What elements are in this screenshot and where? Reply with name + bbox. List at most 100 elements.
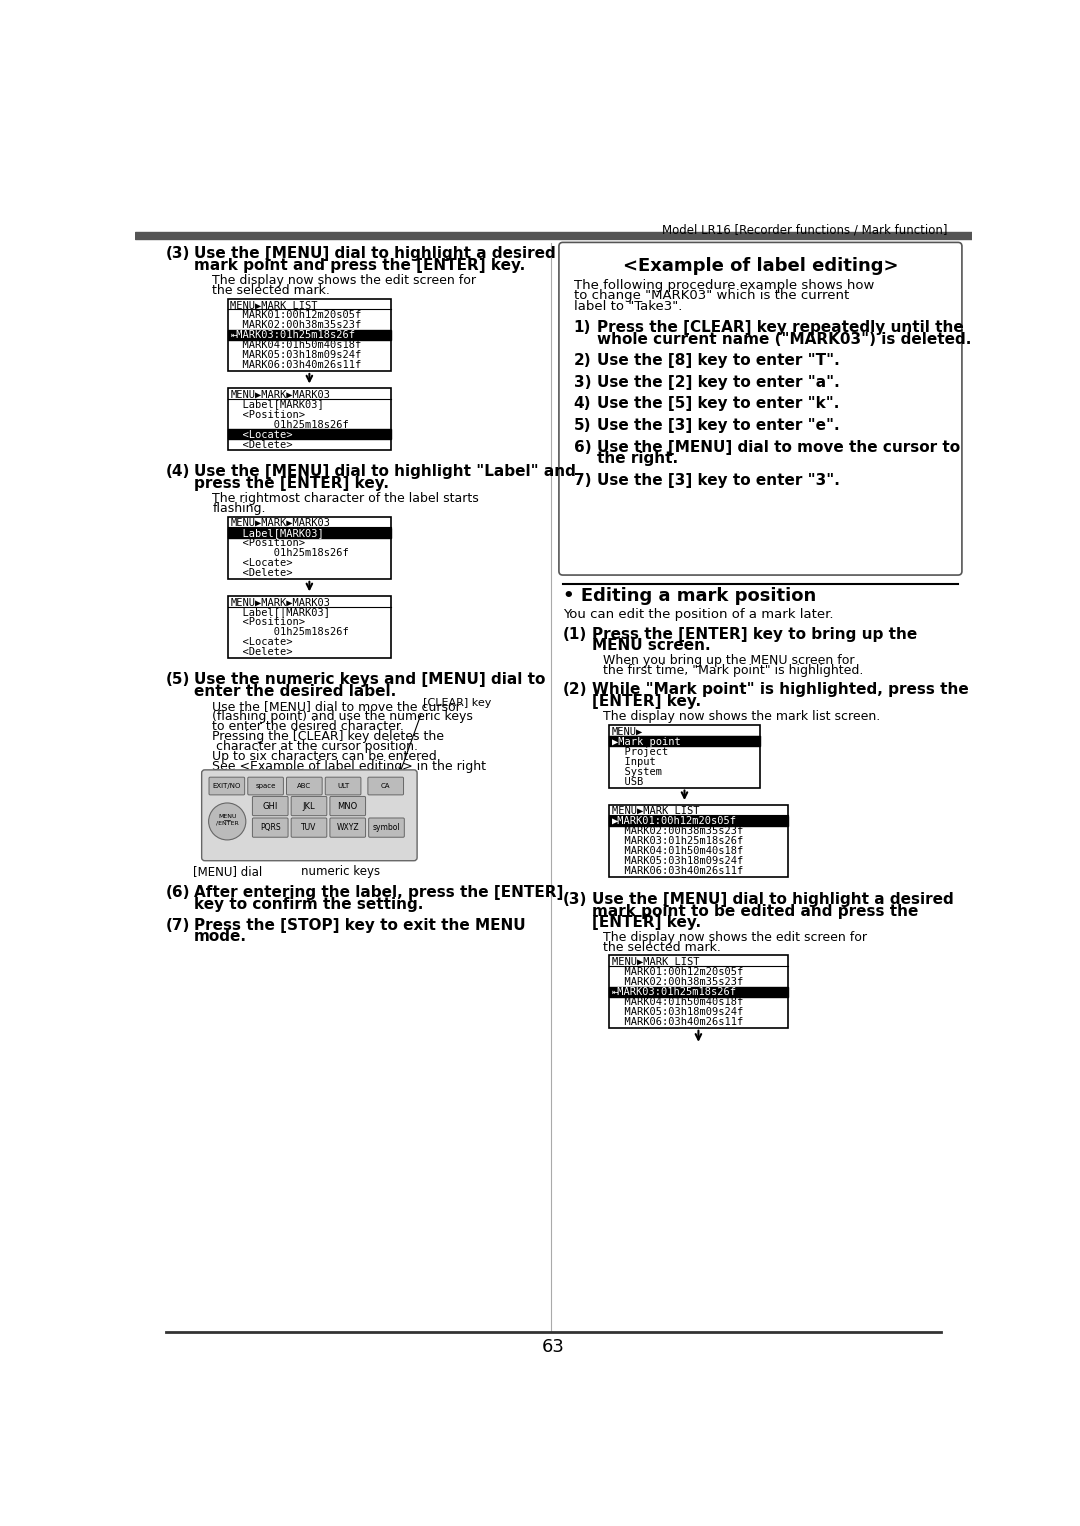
FancyBboxPatch shape — [247, 777, 283, 795]
Text: MENU screen.: MENU screen. — [592, 638, 711, 653]
Text: MARK01:00h12m20s05f: MARK01:00h12m20s05f — [611, 967, 743, 977]
Text: 01h25m18s26f: 01h25m18s26f — [230, 627, 349, 638]
Text: See <Example of label editing> in the right: See <Example of label editing> in the ri… — [213, 760, 486, 772]
Text: mark point to be edited and press the: mark point to be edited and press the — [592, 903, 919, 919]
Text: After entering the label, press the [ENTER]: After entering the label, press the [ENT… — [194, 885, 564, 900]
Text: MENU▶MARK LIST: MENU▶MARK LIST — [611, 957, 699, 967]
Text: Use the [3] key to enter "e".: Use the [3] key to enter "e". — [597, 418, 839, 433]
Text: mode.: mode. — [194, 929, 247, 945]
Text: numeric keys: numeric keys — [301, 865, 380, 879]
Text: MARK04:01h50m40s18f: MARK04:01h50m40s18f — [611, 845, 743, 856]
Text: ▶Mark point: ▶Mark point — [611, 737, 680, 746]
Text: CA: CA — [381, 783, 391, 789]
Text: PQRS: PQRS — [260, 823, 281, 832]
Text: 3): 3) — [573, 375, 591, 389]
Text: <Delete>: <Delete> — [230, 647, 293, 658]
Bar — [609, 804, 787, 877]
Text: Use the [MENU] dial to move the cursor to: Use the [MENU] dial to move the cursor t… — [597, 439, 960, 455]
Text: While "Mark point" is highlighted, press the: While "Mark point" is highlighted, press… — [592, 682, 969, 697]
Text: Input: Input — [611, 757, 656, 766]
Text: (7): (7) — [166, 917, 190, 932]
Text: 01h25m18s26f: 01h25m18s26f — [230, 548, 349, 559]
Bar — [135, 232, 972, 240]
Text: MARK04:01h50m40s18f: MARK04:01h50m40s18f — [611, 996, 743, 1007]
Text: column of this page.: column of this page. — [213, 769, 341, 783]
Text: key to confirm the setting.: key to confirm the setting. — [194, 897, 423, 913]
Text: Label[MARK03]: Label[MARK03] — [230, 528, 324, 539]
Text: <Position>: <Position> — [230, 539, 306, 548]
Text: The display now shows the edit screen for: The display now shows the edit screen fo… — [603, 931, 867, 943]
Text: The display now shows the edit screen for: The display now shows the edit screen fo… — [213, 275, 476, 287]
Text: GHI: GHI — [262, 801, 278, 810]
Text: MENU▶MARK▶MARK03: MENU▶MARK▶MARK03 — [230, 597, 330, 607]
Text: MARK05:03h18m09s24f: MARK05:03h18m09s24f — [611, 1007, 743, 1016]
Text: ⇤MARK03:01h25m18s26f: ⇤MARK03:01h25m18s26f — [230, 330, 355, 340]
Text: System: System — [611, 766, 662, 777]
Text: to change "MARK03" which is the current: to change "MARK03" which is the current — [573, 290, 849, 302]
Text: Press the [STOP] key to exit the MENU: Press the [STOP] key to exit the MENU — [194, 917, 526, 932]
Text: [CLEAR] key: [CLEAR] key — [423, 699, 491, 708]
Text: Use the [MENU] dial to highlight a desired: Use the [MENU] dial to highlight a desir… — [592, 893, 954, 908]
FancyBboxPatch shape — [286, 777, 322, 795]
FancyBboxPatch shape — [559, 243, 962, 575]
Text: the selected mark.: the selected mark. — [603, 942, 721, 954]
Text: (3): (3) — [166, 246, 190, 261]
Text: MENU▶MARK LIST: MENU▶MARK LIST — [611, 806, 699, 816]
Text: [MENU] dial: [MENU] dial — [192, 865, 261, 879]
FancyBboxPatch shape — [368, 777, 404, 795]
FancyBboxPatch shape — [329, 818, 365, 838]
Text: MNO: MNO — [338, 801, 357, 810]
FancyBboxPatch shape — [202, 769, 417, 861]
Bar — [228, 516, 391, 578]
FancyBboxPatch shape — [210, 777, 245, 795]
Text: Use the [8] key to enter "T".: Use the [8] key to enter "T". — [597, 354, 839, 368]
Text: ULT: ULT — [337, 783, 349, 789]
FancyBboxPatch shape — [368, 818, 404, 838]
Bar — [228, 299, 391, 371]
Text: When you bring up the MENU screen for: When you bring up the MENU screen for — [603, 655, 854, 667]
Text: USB: USB — [611, 777, 643, 787]
Text: Use the [MENU] dial to move the cursor: Use the [MENU] dial to move the cursor — [213, 700, 461, 713]
Bar — [228, 330, 391, 340]
Text: Use the [5] key to enter "k".: Use the [5] key to enter "k". — [597, 397, 839, 412]
Text: (5): (5) — [166, 671, 190, 687]
Text: 1): 1) — [573, 320, 591, 336]
Text: Model LR16 [Recorder functions / Mark function]: Model LR16 [Recorder functions / Mark fu… — [662, 223, 947, 237]
Text: character at the cursor position.: character at the cursor position. — [213, 740, 419, 752]
Text: MARK01:00h12m20s05f: MARK01:00h12m20s05f — [230, 310, 362, 320]
FancyBboxPatch shape — [253, 818, 288, 838]
Text: Use the [MENU] dial to highlight a desired: Use the [MENU] dial to highlight a desir… — [194, 246, 555, 261]
Bar — [228, 388, 391, 450]
Text: [ENTER] key.: [ENTER] key. — [592, 694, 701, 708]
Text: MENU▶MARK▶MARK03: MENU▶MARK▶MARK03 — [230, 517, 330, 528]
Text: ⇤MARK03:01h25m18s26f: ⇤MARK03:01h25m18s26f — [611, 987, 737, 996]
Bar — [228, 595, 391, 658]
Text: Use the [MENU] dial to highlight "Label" and: Use the [MENU] dial to highlight "Label"… — [194, 464, 576, 479]
Text: (3): (3) — [563, 893, 588, 908]
Text: JKL: JKL — [302, 801, 315, 810]
Text: Up to six characters can be entered.: Up to six characters can be entered. — [213, 749, 442, 763]
Text: 6): 6) — [573, 439, 591, 455]
Text: label to "Take3".: label to "Take3". — [573, 301, 683, 313]
Text: (2): (2) — [563, 682, 588, 697]
Text: (4): (4) — [166, 464, 190, 479]
Text: MARK06:03h40m26s11f: MARK06:03h40m26s11f — [611, 1016, 743, 1027]
Bar — [609, 987, 787, 996]
Text: the selected mark.: the selected mark. — [213, 284, 330, 298]
Text: 4): 4) — [573, 397, 591, 412]
Text: to enter the desired character.: to enter the desired character. — [213, 720, 404, 732]
Text: MARK02:00h38m35s23f: MARK02:00h38m35s23f — [611, 826, 743, 836]
Text: The rightmost character of the label starts: The rightmost character of the label sta… — [213, 491, 480, 505]
Text: [ENTER] key.: [ENTER] key. — [592, 916, 701, 931]
Text: <Locate>: <Locate> — [230, 638, 293, 647]
Text: Press the [ENTER] key to bring up the: Press the [ENTER] key to bring up the — [592, 627, 918, 641]
Text: symbol: symbol — [373, 823, 401, 832]
FancyBboxPatch shape — [253, 797, 288, 816]
Text: the first time, "Mark point" is highlighted.: the first time, "Mark point" is highligh… — [603, 664, 864, 678]
Text: enter the desired label.: enter the desired label. — [194, 684, 396, 699]
Text: MARK02:00h38m35s23f: MARK02:00h38m35s23f — [611, 977, 743, 987]
Text: The display now shows the mark list screen.: The display now shows the mark list scre… — [603, 710, 880, 723]
Text: The following procedure example shows how: The following procedure example shows ho… — [573, 279, 874, 291]
Text: mark point and press the [ENTER] key.: mark point and press the [ENTER] key. — [194, 258, 525, 273]
Text: 63: 63 — [542, 1338, 565, 1357]
